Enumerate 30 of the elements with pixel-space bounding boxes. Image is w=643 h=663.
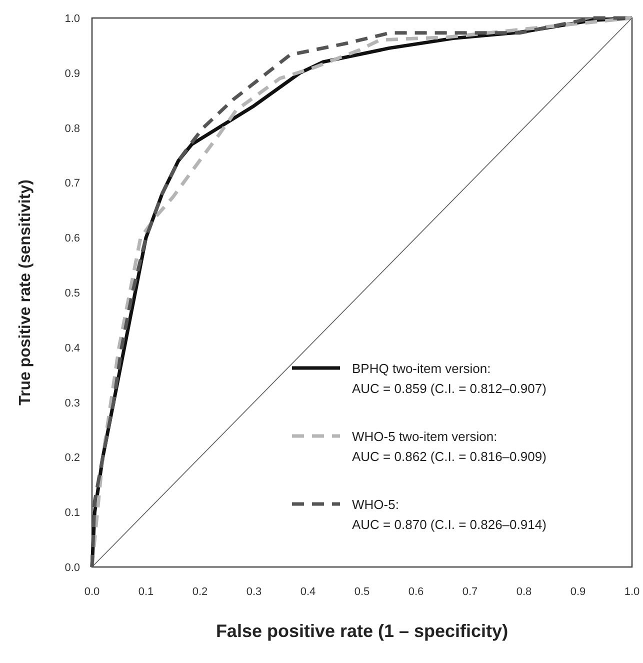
- x-tick-label: 0.3: [246, 586, 262, 598]
- legend-label: WHO-5:: [352, 497, 399, 512]
- y-tick-label: 0.6: [64, 232, 80, 245]
- y-tick-label: 0.0: [64, 562, 80, 574]
- y-tick-label: 1.0: [64, 13, 80, 25]
- y-tick-label: 0.8: [64, 122, 80, 135]
- x-tick-label: 0.4: [300, 586, 316, 598]
- legend-label: BPHQ two-item version:: [352, 361, 491, 376]
- x-tick-label: 0.9: [570, 586, 586, 598]
- x-tick-label: 0.7: [462, 586, 478, 598]
- y-tick-label: 0.9: [64, 68, 80, 80]
- y-tick-label: 0.3: [64, 397, 80, 410]
- y-tick-label: 0.1: [64, 507, 80, 520]
- legend-label: WHO-5 two-item version:: [352, 429, 498, 444]
- x-tick-label: 1.0: [624, 586, 640, 598]
- x-tick-label: 0.5: [354, 586, 370, 598]
- x-axis-title: False positive rate (1 – specificity): [216, 621, 508, 641]
- x-tick-label: 0.1: [138, 586, 154, 598]
- x-tick-label: 0.6: [408, 586, 424, 598]
- x-tick-label: 0.0: [84, 586, 100, 598]
- x-tick-label: 0.2: [192, 586, 208, 598]
- y-tick-label: 0.2: [64, 452, 80, 464]
- y-axis-title: True positive rate (sensitivity): [17, 180, 34, 406]
- annotation: AUC = 0.870 (C.I. = 0.826–0.914): [352, 517, 546, 532]
- annotation: AUC = 0.862 (C.I. = 0.816–0.909): [352, 449, 546, 464]
- y-tick-label: 0.7: [64, 178, 80, 190]
- y-tick-label: 0.4: [64, 342, 80, 354]
- x-tick-label: 0.8: [516, 586, 532, 598]
- y-tick-label: 0.5: [64, 288, 80, 300]
- annotation: AUC = 0.859 (C.I. = 0.812–0.907): [352, 381, 546, 396]
